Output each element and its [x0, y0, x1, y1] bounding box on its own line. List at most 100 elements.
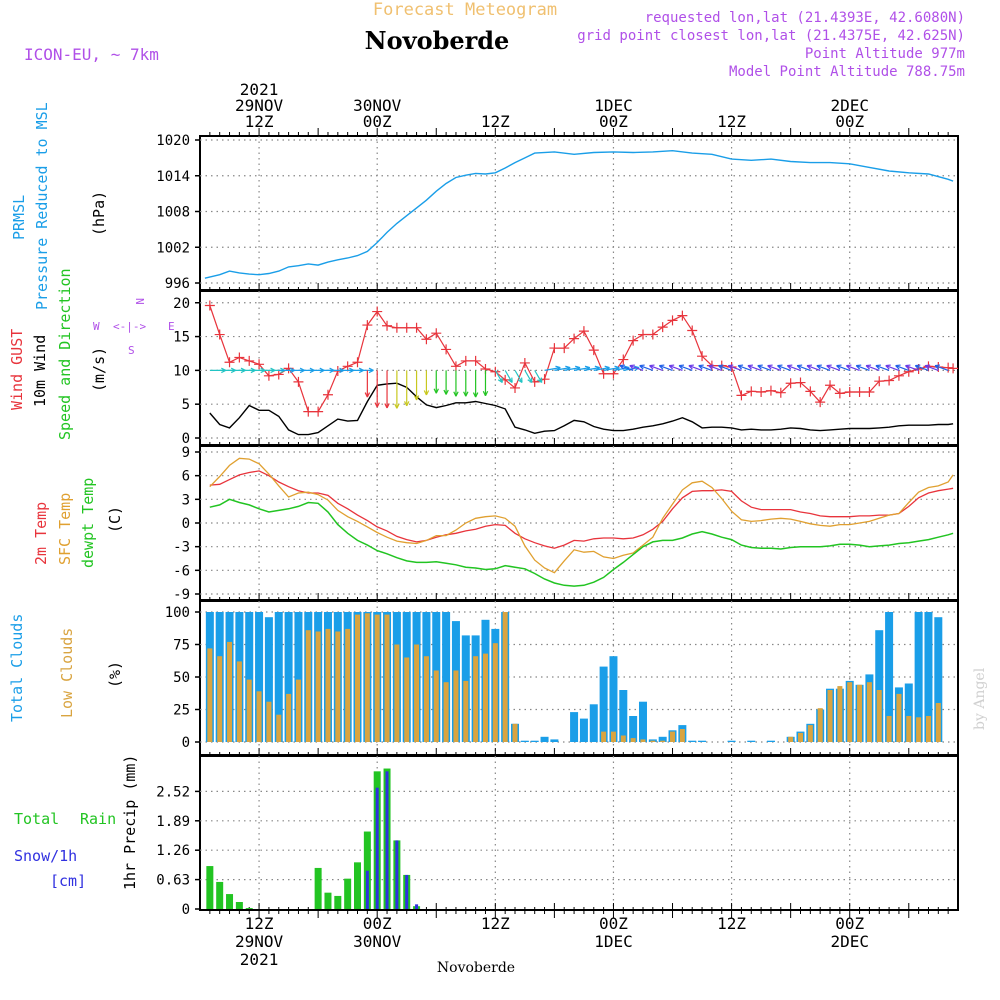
ytick-label: 0	[182, 431, 190, 447]
low-cloud-bar	[286, 693, 292, 742]
wind-direction-arrowhead	[443, 389, 449, 395]
low-cloud-bar	[935, 703, 941, 742]
total-cloud-bar	[540, 736, 549, 742]
wind-direction-arrowhead	[786, 364, 793, 370]
gust-marker	[224, 357, 235, 368]
ytick-label: 0	[182, 516, 190, 532]
low-cloud-bar	[896, 693, 902, 742]
rain-bar	[206, 866, 214, 909]
gust-marker	[775, 387, 786, 398]
total-cloud-bar	[579, 718, 588, 742]
rain-bar	[226, 894, 234, 909]
total-cloud-bar	[875, 630, 884, 742]
gust-marker	[854, 387, 865, 398]
panel-frame-precip	[199, 755, 959, 911]
low-cloud-bar	[256, 691, 262, 742]
gust-marker	[332, 366, 343, 377]
wind-direction-arrow	[747, 365, 762, 371]
gust-marker	[510, 382, 521, 393]
total-cloud-bar	[530, 740, 539, 742]
label-ms: (m/s)	[90, 347, 108, 392]
wind-direction-arrowhead	[537, 377, 543, 384]
total-cloud-bar	[904, 683, 913, 742]
point-altitude: Point Altitude 977m	[805, 46, 965, 62]
wind-direction-arrowhead	[757, 364, 763, 370]
label-hpa: (hPa)	[90, 191, 108, 236]
gust-marker	[293, 376, 304, 387]
wind-direction-arrow	[494, 370, 503, 383]
wind-direction-arrow	[659, 365, 673, 371]
ytick-label: 1014	[156, 169, 190, 185]
panel-frame-pressure	[199, 135, 959, 291]
total-cloud-bar	[609, 656, 618, 742]
gust-marker	[687, 325, 698, 336]
low-cloud-bar	[453, 670, 459, 742]
wind-direction-arrowhead	[826, 364, 832, 370]
wind-direction-arrow	[629, 365, 644, 371]
wind-direction-arrow	[708, 365, 722, 371]
wind-direction-arrowhead	[668, 364, 675, 370]
bottom-time-label: 1DEC	[594, 932, 633, 951]
pressure-line	[204, 149, 954, 279]
gust-marker	[519, 357, 530, 368]
low-cloud-bar	[906, 716, 912, 742]
total-cloud-bar	[934, 617, 943, 742]
product-title: Forecast Meteogram	[373, 0, 557, 20]
gust-marker	[391, 322, 402, 333]
label-speed-direction: Speed and Direction	[56, 268, 74, 440]
wind-direction-arrowhead	[885, 364, 891, 370]
ytick-label: 20	[173, 296, 190, 312]
temp2m-line	[209, 470, 954, 549]
label-pressure-msl: Pressure Reduced to MSL	[33, 102, 51, 310]
low-cloud-bar	[857, 684, 863, 742]
ytick-label: -3	[173, 540, 190, 556]
total-cloud-bar	[747, 740, 756, 742]
total-cloud-bar	[274, 612, 283, 742]
rain-bar	[235, 902, 243, 909]
dewpoint-line	[209, 498, 954, 587]
total-cloud-bar	[658, 736, 667, 742]
wind-direction-arrow	[757, 365, 772, 371]
total-cloud-bar	[570, 712, 579, 742]
wind-direction-arrowhead	[777, 364, 783, 370]
low-cloud-bar	[670, 731, 676, 742]
total-cloud-bar	[766, 740, 775, 742]
gust-marker	[588, 345, 599, 356]
wind-direction-arrow	[875, 365, 890, 371]
gust-marker	[825, 380, 836, 391]
compass-arrows: <-|->	[113, 320, 146, 333]
gust-marker	[401, 322, 412, 333]
wind-direction-arrowhead	[767, 364, 773, 370]
ytick-label: -9	[173, 587, 190, 603]
wind-direction-arrow	[593, 367, 610, 371]
ytick-label: 1008	[156, 205, 190, 221]
low-cloud-bar	[630, 738, 636, 742]
wind-direction-arrow	[514, 370, 523, 383]
low-cloud-bar	[295, 679, 301, 742]
label-celsius: (C)	[106, 506, 124, 533]
wind-direction-arrowhead	[404, 401, 410, 407]
label-10m-wind: 10m Wind	[31, 335, 49, 407]
ytick-label: 3	[182, 492, 190, 508]
ytick-label: 0.63	[156, 873, 190, 889]
top-time-label: 29NOV	[235, 96, 284, 115]
gust-marker	[362, 320, 373, 331]
panel-frame-clouds	[199, 600, 959, 756]
low-cloud-bar	[463, 680, 469, 742]
model-name: ICON-EU, ~ 7km	[24, 45, 159, 64]
gust-marker	[342, 361, 353, 372]
gust-marker	[382, 320, 393, 331]
ytick-label: 2.52	[156, 784, 190, 800]
gust-marker	[608, 368, 619, 379]
top-time-label: 30NOV	[353, 96, 402, 115]
bottom-time-label: 12Z	[245, 914, 274, 933]
top-time-label: 12Z	[245, 112, 274, 131]
gust-marker	[746, 386, 757, 397]
wind-direction-arrow	[649, 365, 663, 371]
wind-direction-arrow	[544, 367, 561, 371]
wind-direction-arrowhead	[368, 367, 374, 374]
gust-marker	[618, 354, 629, 365]
wind-direction-arrowhead	[727, 364, 734, 370]
gust-marker	[431, 328, 442, 339]
wind-direction-arrowhead	[629, 364, 635, 370]
